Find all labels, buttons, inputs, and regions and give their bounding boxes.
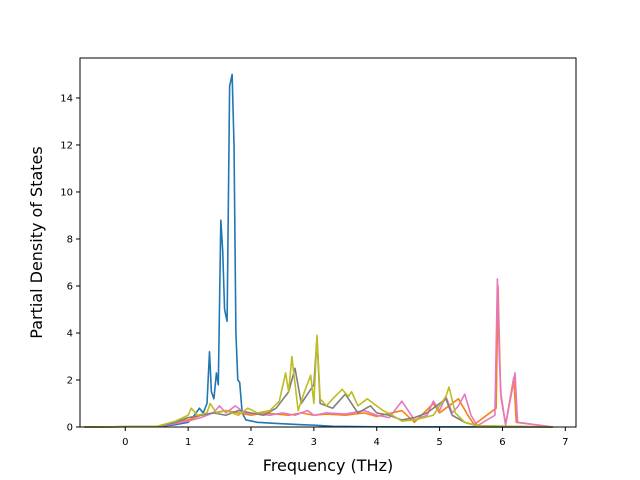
series-line-0 <box>84 73 553 428</box>
x-tick-label: 2 <box>248 437 254 448</box>
x-tick-label: 5 <box>436 437 442 448</box>
x-tick-label: 6 <box>499 437 505 448</box>
x-tick-label: 1 <box>185 437 191 448</box>
y-tick-label: 10 <box>60 187 73 198</box>
x-tick-label: 4 <box>374 437 380 448</box>
series-line-4 <box>84 334 553 428</box>
y-axis-label: Partial Density of States <box>27 146 46 338</box>
y-axis-ticks: 0 2 4 6 8 10 12 14 <box>60 93 80 434</box>
x-tick-label: 0 <box>122 437 128 448</box>
x-axis-ticks: 0 1 2 3 4 5 6 7 <box>122 427 569 448</box>
x-tick-label: 7 <box>562 437 568 448</box>
series-lines <box>84 73 553 428</box>
y-tick-label: 6 <box>67 281 73 292</box>
y-tick-label: 0 <box>67 423 73 434</box>
y-tick-label: 12 <box>60 140 73 151</box>
x-axis-label: Frequency (THz) <box>263 456 393 475</box>
plot-frame <box>79 57 577 428</box>
y-tick-label: 8 <box>67 234 73 245</box>
x-tick-label: 3 <box>311 437 317 448</box>
y-tick-label: 14 <box>60 93 73 104</box>
y-tick-label: 4 <box>67 328 73 339</box>
y-tick-label: 2 <box>67 375 73 386</box>
